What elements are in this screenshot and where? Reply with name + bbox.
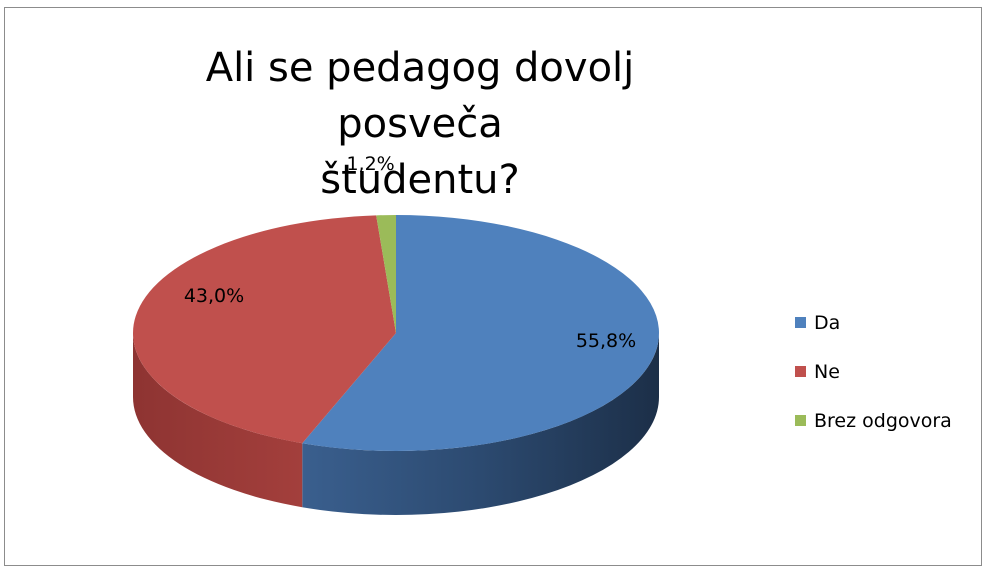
legend-label-ne: Ne — [814, 360, 840, 383]
legend-label-brez-odgovora: Brez odgovora — [814, 409, 952, 432]
chart-title-line-1: Ali se pedagog dovolj posveča — [205, 45, 635, 147]
pie-side-ne — [133, 333, 303, 508]
legend: Da Ne Brez odgovora — [795, 298, 952, 445]
pie-label-da: 55,8% — [576, 330, 636, 352]
legend-item-da: Da — [795, 298, 952, 347]
legend-label-da: Da — [814, 311, 841, 334]
legend-swatch-ne — [795, 366, 806, 377]
legend-item-brez-odgovora: Brez odgovora — [795, 396, 952, 445]
pie-slice-brez-odgovora — [376, 215, 396, 333]
pie-top-group — [132, 215, 659, 451]
pie-label-ne: 43,0% — [184, 285, 244, 307]
legend-swatch-brez-odgovora — [795, 415, 806, 426]
chart-title: Ali se pedagog dovolj posveča študentu? — [120, 40, 720, 208]
legend-item-ne: Ne — [795, 347, 952, 396]
pie-slice-ne — [132, 215, 396, 444]
chart-title-line-2: študentu? — [320, 157, 520, 203]
pie-slice-da — [302, 215, 659, 451]
pie-label-brez-odgovora: 1,2% — [346, 153, 394, 175]
pie-side-da — [302, 333, 659, 515]
pie-side-group — [133, 333, 659, 515]
legend-swatch-da — [795, 317, 806, 328]
pie-labels-group: 55,8% 43,0% 1,2% — [184, 153, 636, 352]
